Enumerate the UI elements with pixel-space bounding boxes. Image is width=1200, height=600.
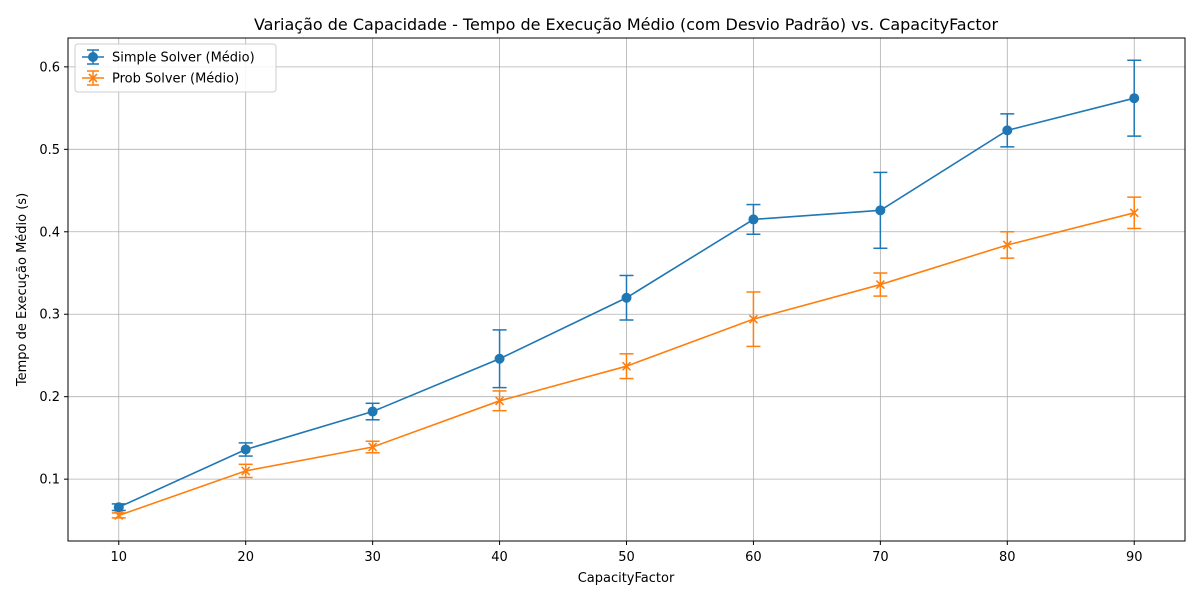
- y-tick-label: 0.3: [39, 308, 60, 323]
- x-tick-label: 20: [237, 550, 254, 565]
- x-tick-label: 50: [618, 550, 635, 565]
- y-tick-label: 0.5: [39, 143, 60, 158]
- series-2: [111, 196, 1142, 521]
- legend-marker: [88, 73, 98, 83]
- legend-label: Simple Solver (Médio): [112, 51, 255, 66]
- data-point: [1002, 125, 1013, 136]
- data-point: [368, 442, 378, 452]
- legend-item: Simple Solver (Médio): [82, 49, 255, 66]
- data-point: [875, 279, 885, 290]
- y-tick-label: 0.2: [39, 390, 60, 405]
- y-tick-label: 0.6: [39, 60, 60, 75]
- chart-title: Variação de Capacidade - Tempo de Execuç…: [254, 15, 999, 34]
- legend: Simple Solver (Médio) Prob Solver (Médio): [74, 43, 277, 93]
- data-point: [621, 361, 632, 371]
- x-tick-label: 70: [872, 550, 889, 565]
- x-tick-label: 80: [999, 550, 1016, 565]
- data-point: [367, 406, 378, 417]
- data-point: [113, 502, 124, 513]
- legend-item: Prob Solver (Médio): [82, 70, 239, 87]
- data-point: [1129, 208, 1139, 218]
- data-point: [1129, 93, 1140, 104]
- x-tick-label: 40: [491, 550, 508, 565]
- x-tick-label: 60: [745, 550, 762, 565]
- data-point: [748, 314, 758, 324]
- y-tick-label: 0.1: [39, 473, 60, 488]
- y-axis-label: Tempo de Execução Médio (s): [15, 193, 30, 387]
- series-layer: [111, 59, 1142, 521]
- legend-label: Prob Solver (Médio): [112, 72, 239, 87]
- legend-box: [74, 43, 277, 93]
- data-point: [241, 466, 251, 476]
- x-axis-label: CapacityFactor: [578, 571, 675, 586]
- legend-marker: [88, 52, 98, 62]
- data-point: [1002, 240, 1012, 250]
- data-point: [875, 205, 886, 216]
- x-tick-label: 30: [364, 550, 381, 565]
- y-tick-label: 0.4: [39, 225, 60, 240]
- data-point: [240, 444, 251, 455]
- series-1: [111, 59, 1142, 513]
- data-point: [748, 214, 759, 225]
- grid: [68, 38, 1185, 541]
- data-point: [495, 396, 505, 406]
- data-point: [114, 510, 124, 521]
- x-tick-label: 90: [1126, 550, 1143, 565]
- ticks: 10 20 30 40 50 60 70 80 90 0.1 0.2 0.3 0.4 0.5 0.6: [39, 60, 1142, 565]
- data-point: [494, 353, 505, 364]
- x-tick-label: 10: [110, 550, 127, 565]
- data-point: [621, 292, 632, 303]
